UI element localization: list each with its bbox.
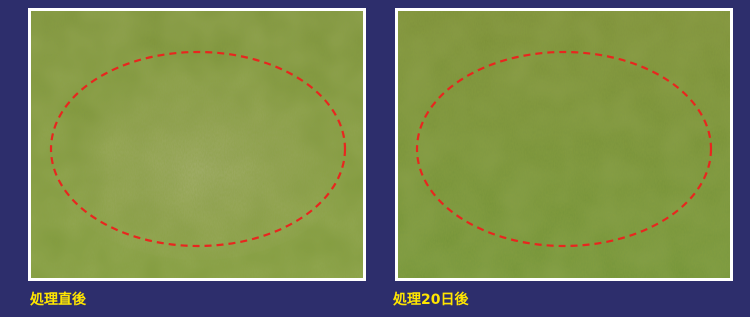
comparison: 処理直後 処理20日後 — [0, 0, 750, 313]
caption: 処理20日後 — [392, 291, 469, 308]
page: 処理直後 処理20日後 (() => { const data = JSON.p… — [0, 0, 750, 313]
photo-after — [395, 8, 733, 281]
photo-before — [28, 8, 366, 281]
caption: 処理直後 — [29, 291, 87, 308]
